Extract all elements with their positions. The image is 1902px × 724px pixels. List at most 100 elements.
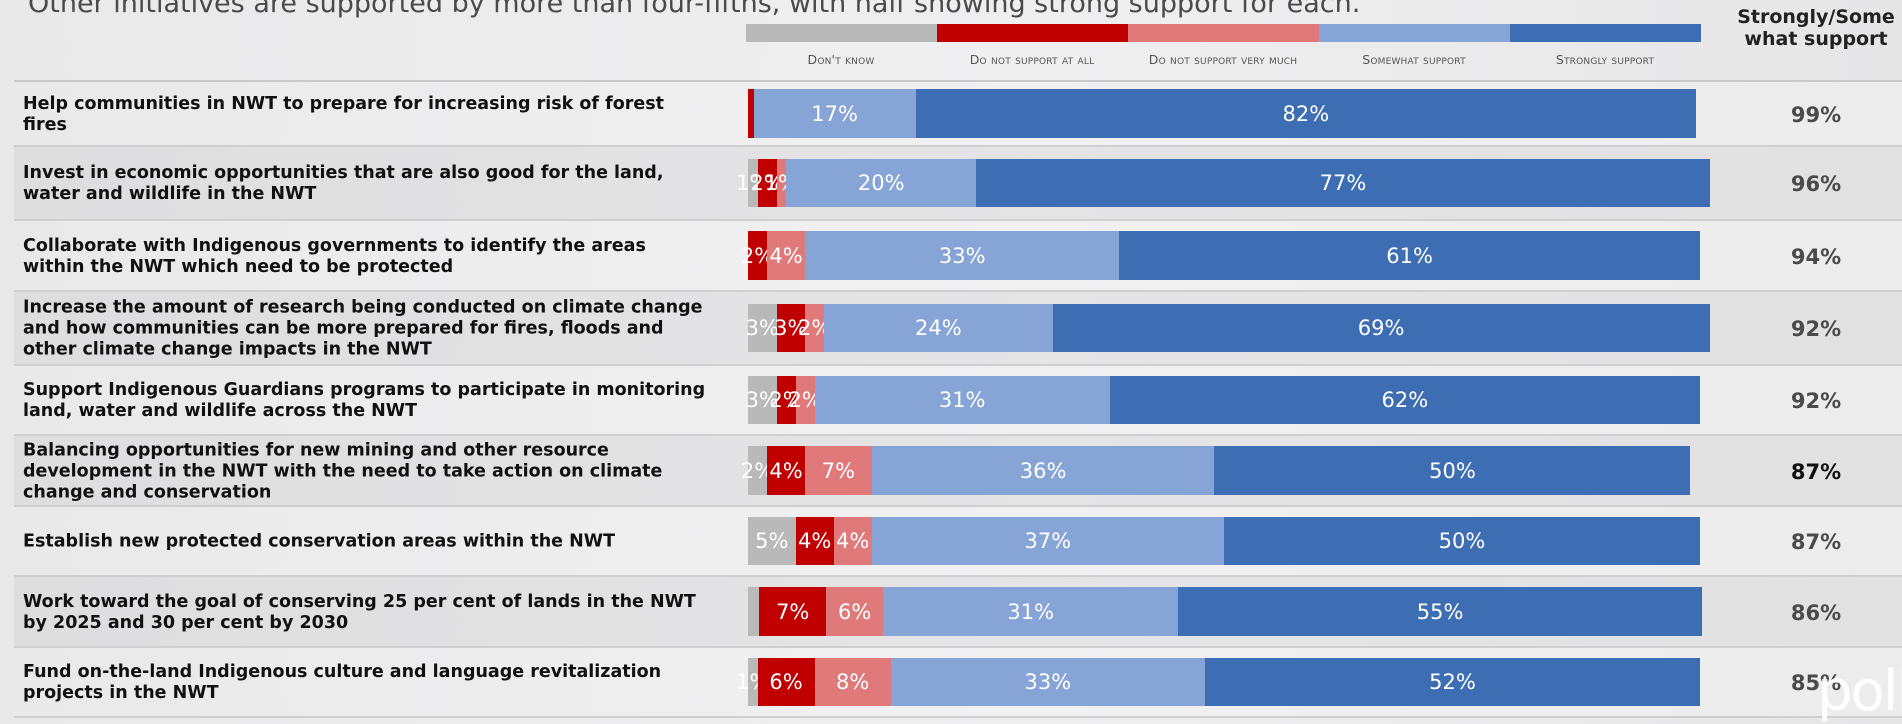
- stacked-bar: 17% 82%: [748, 89, 1700, 138]
- stacked-bar: 7% 6% 31% 55%: [748, 587, 1702, 636]
- row-divider: [14, 716, 1902, 718]
- bar-segment-dont-know: 5%: [748, 517, 796, 565]
- data-label: 61%: [1386, 243, 1433, 268]
- row-divider: [14, 434, 1902, 436]
- bar-segment-not-very-much: 1%: [765, 159, 798, 207]
- bar-segment-not-very-much: 8%: [814, 658, 891, 706]
- bar-segment-somewhat: 24%: [824, 304, 1053, 352]
- data-label: 3%: [774, 316, 808, 340]
- bar-segment-not-very-much: 6%: [826, 587, 884, 636]
- bar-segment-somewhat: 33%: [805, 231, 1120, 280]
- chart-row: Invest in economic opportunities that ar…: [14, 147, 1902, 221]
- stacked-bar: 2% 4% 7% 36% 50%: [741, 446, 1700, 495]
- row-label: Invest in economic opportunities that ar…: [23, 163, 664, 204]
- chart-row: Support Indigenous Guardians programs to…: [14, 366, 1902, 436]
- bar-segment-not-very-much: 2%: [798, 304, 831, 352]
- row-total: 86%: [1790, 600, 1842, 625]
- chart-row: Work toward the goal of conserving 25 pe…: [14, 577, 1902, 648]
- bar-segment-somewhat: 31%: [883, 587, 1179, 636]
- data-label: 37%: [1024, 529, 1072, 553]
- data-label: 7%: [776, 599, 810, 624]
- bar-segment-somewhat: 17%: [753, 89, 916, 138]
- bar-segment-not-at-all: [748, 89, 754, 138]
- row-label: Balancing opportunities for new mining a…: [23, 440, 663, 502]
- data-label: 4%: [836, 529, 870, 553]
- row-total: 92%: [1790, 317, 1842, 341]
- bar-segment-dont-know: 2%: [741, 446, 774, 495]
- data-label: 33%: [1024, 670, 1072, 694]
- stacked-bar: 5% 4% 4% 37% 50%: [748, 517, 1700, 565]
- bar-segment-strongly: 50%: [1224, 517, 1700, 565]
- bar-segment-not-very-much: 4%: [767, 231, 806, 280]
- row-label: Support Indigenous Guardians programs to…: [23, 380, 706, 421]
- row-total: 85%: [1790, 671, 1842, 695]
- legend-swatch-not-at-all: [937, 24, 1128, 42]
- data-label: 8%: [836, 670, 870, 694]
- legend-swatch-strongly: [1510, 24, 1701, 42]
- stacked-bar: 1% 2% 1% 20% 77%: [736, 159, 1710, 207]
- bar-segment-not-at-all: 6%: [757, 658, 815, 706]
- bar-segment-strongly: 55%: [1178, 587, 1702, 636]
- row-total: 99%: [1790, 102, 1842, 127]
- data-label: 7%: [821, 458, 856, 483]
- bar-segment-not-very-much: 7%: [805, 446, 872, 495]
- bar-segment-strongly: 77%: [976, 159, 1710, 207]
- row-label: Fund on-the-land Indigenous culture and …: [23, 662, 662, 703]
- chart-row: Fund on-the-land Indigenous culture and …: [14, 648, 1902, 718]
- bar-segment-strongly: 69%: [1052, 304, 1710, 352]
- bar-segment-somewhat: 20%: [786, 159, 977, 207]
- legend-label-not-very-much: Do not support very much: [1148, 52, 1298, 67]
- bar-segment-not-at-all: 4%: [767, 446, 806, 495]
- row-divider: [14, 505, 1902, 507]
- bar-segment-not-at-all: 7%: [759, 587, 827, 636]
- stacked-bar: 3% 3% 2% 24% 69%: [746, 304, 1710, 352]
- legend-label-somewhat: Somewhat support: [1362, 52, 1466, 67]
- chart-subtitle: Other initiatives are supported by more …: [28, 0, 1361, 19]
- brand-logo: poll: [1817, 659, 1902, 724]
- row-total: 96%: [1790, 172, 1842, 196]
- chart-row: Increase the amount of research being co…: [14, 292, 1902, 366]
- header-divider: [14, 80, 1902, 82]
- bar-segment-dont-know: 3%: [745, 376, 779, 424]
- data-label: 50%: [1438, 529, 1486, 553]
- data-label: 3%: [745, 388, 779, 412]
- row-label: Increase the amount of research being co…: [23, 297, 703, 360]
- legend-swatch-not-very-much: [1128, 24, 1319, 42]
- summary-column-header: Strongly/Some what support: [1737, 6, 1895, 50]
- row-divider: [14, 145, 1902, 147]
- bar-segment-not-very-much: 4%: [833, 517, 872, 565]
- legend-label-dont-know: Don't know: [807, 52, 875, 67]
- legend-swatch-somewhat: [1319, 24, 1510, 42]
- chart-row: Help communities in NWT to prepare for i…: [14, 82, 1902, 147]
- data-label: 77%: [1319, 171, 1367, 195]
- data-label: 50%: [1429, 458, 1476, 483]
- data-label: 33%: [938, 243, 986, 268]
- row-divider: [14, 575, 1902, 577]
- bar-segment-not-at-all: 3%: [774, 304, 808, 352]
- bar-segment-dont-know: 1%: [736, 658, 769, 706]
- data-label: 4%: [769, 458, 803, 483]
- data-label: 31%: [1007, 599, 1055, 624]
- data-label: 24%: [915, 316, 962, 340]
- row-total: 92%: [1790, 389, 1842, 413]
- data-label: 52%: [1429, 670, 1476, 694]
- row-total: 87%: [1790, 459, 1842, 484]
- row-divider: [14, 290, 1902, 292]
- row-label: Collaborate with Indigenous governments …: [23, 235, 646, 277]
- legend-label-strongly: Strongly support: [1555, 52, 1655, 67]
- data-label: 82%: [1282, 101, 1330, 126]
- stacked-bar: 2% 4% 33% 61%: [741, 231, 1700, 280]
- data-label: 6%: [769, 670, 803, 694]
- bar-segment-strongly: 50%: [1214, 446, 1691, 495]
- bar-segment-strongly: 61%: [1119, 231, 1700, 280]
- data-label: 17%: [811, 101, 858, 126]
- data-label: 69%: [1357, 316, 1405, 340]
- bar-segment-not-at-all: 2%: [741, 231, 774, 280]
- bar-segment-strongly: 52%: [1204, 658, 1700, 706]
- row-total: 94%: [1790, 244, 1842, 269]
- data-label: 55%: [1416, 599, 1464, 624]
- data-label: 20%: [857, 171, 905, 195]
- legend-label-not-at-all: Do not support at all: [969, 52, 1095, 67]
- data-label: 6%: [837, 599, 872, 624]
- bar-segment-not-at-all: 4%: [795, 517, 834, 565]
